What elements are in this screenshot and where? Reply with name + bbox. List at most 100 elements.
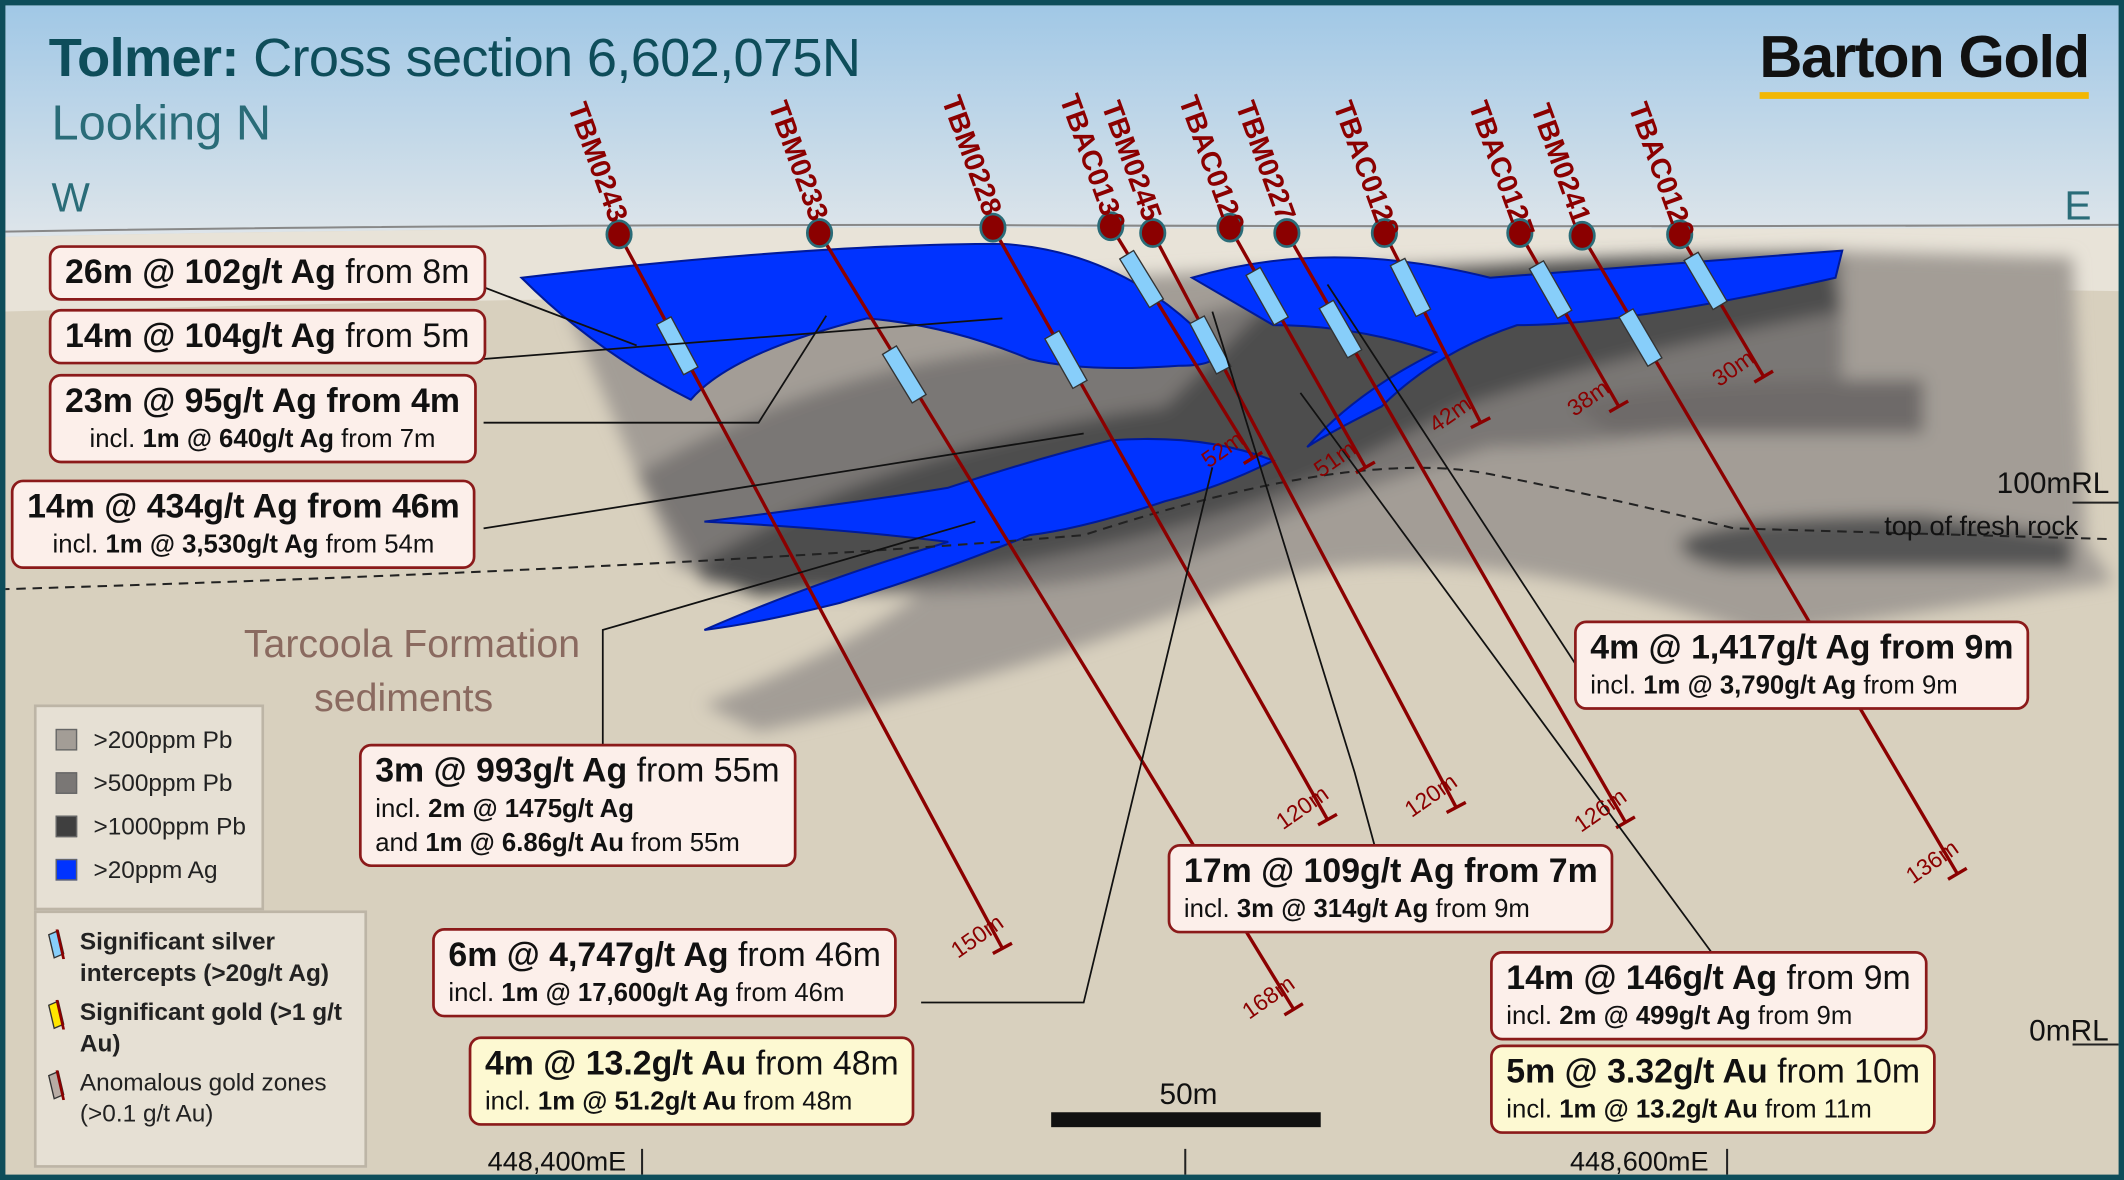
west-label: W	[51, 176, 90, 221]
drillhole-TBAC0126	[1666, 219, 1774, 384]
callout-text: from 55m	[627, 751, 780, 790]
end-of-hole-tick	[1283, 1002, 1304, 1017]
silver-intercept	[1118, 249, 1165, 309]
callout-line: 4m @ 1,417g/t Ag from 9m	[1590, 627, 2013, 669]
callout-line: incl. 1m @ 3,530g/t Ag from 54m	[27, 528, 460, 562]
drillhole-TBM0243	[605, 219, 1013, 955]
callout-line: 14m @ 146g/t Ag from 9m	[1506, 958, 1910, 1000]
drillhole-trace	[1518, 232, 1621, 408]
legend-rest: (>20g/t Ag)	[196, 959, 329, 987]
callout-line: 26m @ 102g/t Ag from 8m	[65, 252, 469, 294]
legend-label: >500ppm Pb	[93, 768, 233, 796]
east-label: E	[2064, 184, 2092, 229]
end-of-hole-tick	[1355, 460, 1376, 475]
callout-line: 23m @ 95g/t Ag from 4m	[65, 381, 460, 423]
end-of-hole-tick	[1608, 399, 1629, 414]
callout-text: incl.	[1506, 1002, 1560, 1031]
gold-intercept-icon	[47, 999, 65, 1030]
silver-intercept-icon	[47, 929, 65, 960]
silver-intercept-callout: 17m @ 109g/t Ag from 7m incl. 3m @ 314g/t…	[1167, 844, 1614, 934]
callout-line: incl. 3m @ 314g/t Ag from 9m	[1184, 893, 1598, 927]
formation-line-1: Tarcoola Formation	[243, 623, 581, 667]
silver-intercept-callout: 14m @ 146g/t Ag from 9m incl. 2m @ 499g/t…	[1490, 951, 1927, 1041]
callout-line: 14m @ 104g/t Ag from 5m	[65, 316, 469, 358]
pb-ag-legend: >200ppm Pb >500ppm Pb >1000ppm Pb >20ppm…	[33, 704, 265, 911]
callout-emphasis: 2m @ 499g/t Ag	[1559, 1002, 1751, 1031]
callout-emphasis: 26m @ 102g/t Ag	[65, 253, 336, 292]
legend-rest: Anomalous gold zones (>0.1 g/t Au)	[79, 1068, 327, 1128]
pb1000-zone-east	[1679, 514, 2073, 569]
rl0-label: 0mRL	[2029, 1013, 2109, 1048]
silver-intercept-callout: 4m @ 1,417g/t Ag from 9m incl. 1m @ 3,790…	[1574, 620, 2030, 710]
callout-emphasis: 14m @ 434g/t Ag from 46m	[27, 487, 460, 526]
collar-marker	[805, 218, 834, 248]
callout-emphasis: 1m @ 17,600g/t Ag	[501, 979, 729, 1008]
callout-emphasis: 2m @ 1475g/t Ag	[428, 795, 634, 824]
callout-text: incl.	[89, 425, 143, 454]
legend-anomalous-gold: Anomalous gold zones (>0.1 g/t Au)	[37, 1062, 365, 1132]
swatch-pb1000	[55, 815, 78, 838]
callout-text: from 7m	[333, 425, 436, 454]
anomalous-gold-icon	[47, 1070, 65, 1101]
callout-text: from 9m	[1428, 895, 1530, 924]
callout-text: from 8m	[335, 253, 470, 292]
callout-line: 14m @ 434g/t Ag from 46m	[27, 486, 460, 528]
drillhole-TBAC0130	[1097, 211, 1264, 466]
legend-item-ag20: >20ppm Ag	[37, 848, 262, 891]
callout-emphasis: 14m @ 146g/t Ag	[1506, 959, 1778, 998]
collar-marker	[1506, 218, 1534, 248]
callout-line: incl. 1m @ 3,790g/t Ag from 9m	[1590, 669, 2013, 703]
callout-emphasis: 1m @ 6.86g/t Au	[425, 829, 624, 858]
end-of-hole-tick	[992, 941, 1013, 955]
silver-intercept	[655, 315, 699, 376]
brand-logo: Barton Gold	[1759, 24, 2090, 99]
drillhole-trace	[991, 226, 1329, 821]
drillhole-TBM0245	[1139, 218, 1467, 814]
callout-line: incl. 1m @ 17,600g/t Ag from 46m	[448, 977, 881, 1011]
callout-emphasis: 1m @ 3,790g/t Ag	[1643, 671, 1857, 701]
callout-emphasis: 4m @ 13.2g/t Au	[484, 1044, 747, 1083]
formation-line-2: sediments	[314, 677, 494, 721]
callout-text: from 9m	[1777, 959, 1911, 998]
gold-intercept-callout: 4m @ 13.2g/t Au from 48m incl. 1m @ 51.2g…	[468, 1036, 916, 1126]
callout-line: 5m @ 3.32g/t Au from 10m	[1506, 1051, 1920, 1093]
callout-line: incl. 1m @ 51.2g/t Au from 48m	[485, 1085, 899, 1119]
callout-text: from 54m	[318, 531, 435, 560]
callout-text: incl.	[1183, 895, 1237, 924]
collar-marker	[1216, 212, 1244, 243]
legend-label: >1000ppm Pb	[93, 812, 246, 840]
callout-emphasis: 5m @ 3.32g/t Au	[1506, 1052, 1768, 1091]
legend-label: >20ppm Ag	[93, 855, 218, 883]
callout-emphasis: 6m @ 4,747g/t Ag	[448, 936, 729, 975]
callout-line: 4m @ 13.2g/t Au from 48m	[485, 1043, 899, 1085]
legend-bold: Significant gold	[79, 998, 263, 1026]
callout-text: from 48m	[746, 1044, 899, 1083]
page-title: Tolmer: Cross section 6,602,075N	[49, 27, 861, 89]
scale-bar	[1051, 1112, 1321, 1128]
collar-marker	[1139, 218, 1167, 248]
legend-bold: Significant silver intercepts	[79, 928, 276, 987]
callout-line: 3m @ 993g/t Ag from 55m	[375, 751, 779, 793]
intercept-legend: Significant silver intercepts (>20g/t Ag…	[33, 910, 368, 1168]
callout-emphasis: 1m @ 51.2g/t Au	[537, 1087, 737, 1117]
collar-marker	[1097, 211, 1125, 242]
callout-text: from 48m	[736, 1087, 853, 1117]
collar-marker	[1370, 218, 1398, 248]
silver-intercept	[1389, 257, 1432, 318]
silver-intercept	[1683, 251, 1728, 311]
end-of-hole-tick	[1317, 812, 1338, 827]
formation-label: Tarcoola Formation sediments	[243, 622, 581, 722]
callout-text: from 10m	[1767, 1052, 1921, 1091]
callout-line: incl. 2m @ 1475g/t Ag	[375, 793, 779, 827]
legend-rest: (>1 g/t Au)	[79, 998, 343, 1057]
legend-silver-intercept: Significant silver intercepts (>20g/t Ag…	[37, 921, 365, 991]
callout-emphasis: 14m @ 104g/t Ag	[65, 317, 336, 355]
callout-emphasis: 1m @ 640g/t Ag	[142, 425, 334, 454]
swatch-pb500	[55, 772, 78, 794]
drillhole-TBM0227	[1273, 218, 1636, 830]
drillhole-trace	[1228, 226, 1367, 469]
drillhole-TBAC0128	[1370, 218, 1491, 430]
legend-item-pb1000: >1000ppm Pb	[37, 805, 262, 848]
end-of-hole-tick	[1470, 416, 1491, 430]
drillhole-TBAC0127	[1506, 218, 1629, 414]
